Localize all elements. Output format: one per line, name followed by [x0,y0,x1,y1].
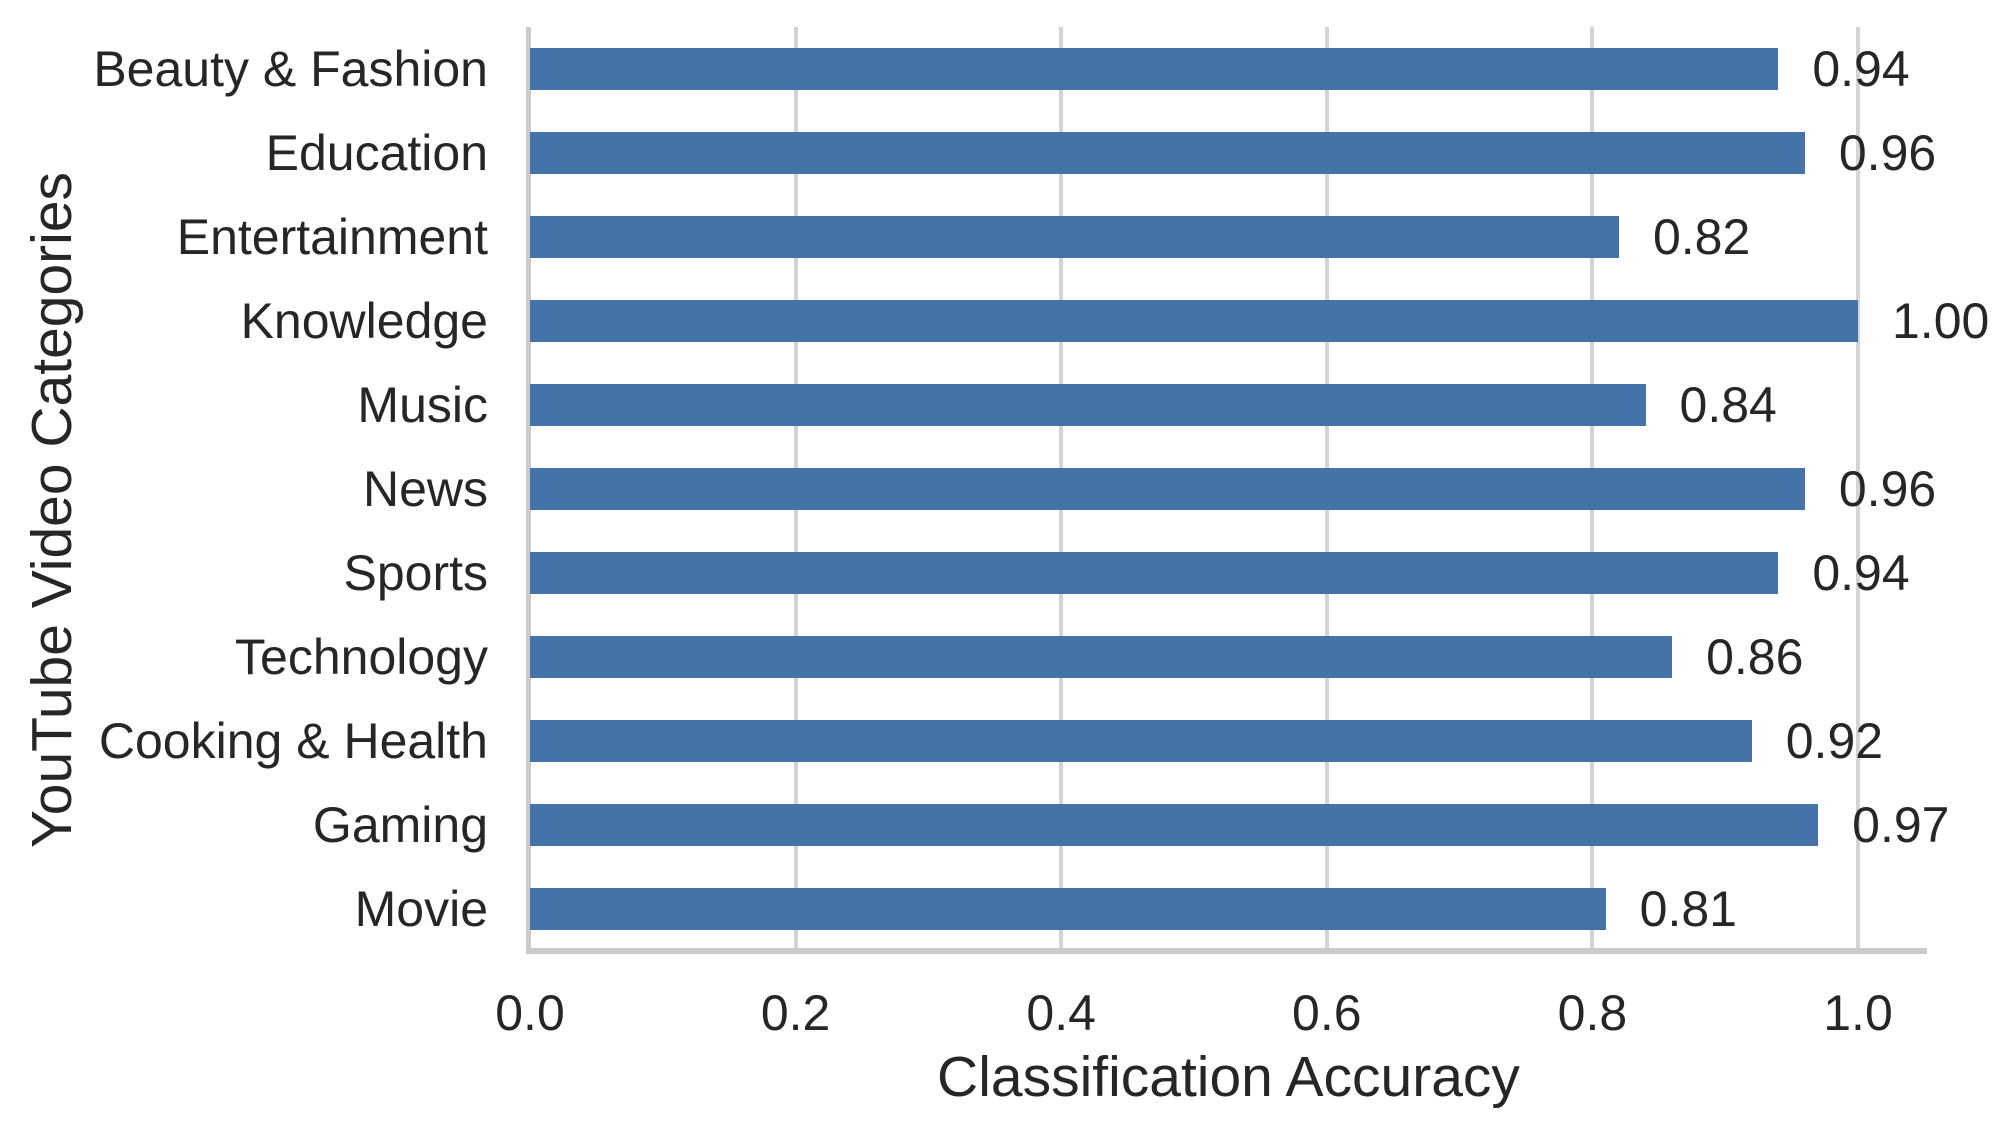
bar [530,300,1858,342]
bar-value-label: 0.94 [1812,41,1910,97]
x-tick-label: 0.0 [495,985,565,1041]
bar [530,132,1805,174]
bar-value-label: 0.92 [1785,713,1884,769]
bar-value-label: 1.00 [1892,293,1990,349]
category-label: Cooking & Health [98,713,488,769]
x-tick-label: 0.8 [1557,985,1628,1041]
bar-value-label: 0.84 [1679,377,1777,433]
plot-area: 0.94 0.96 0.82 1.00 0.84 0.96 0.94 0.86 0.92 0.97… [526,27,1989,954]
bar-value-label: 0.81 [1639,881,1737,937]
category-label: Music [357,377,488,433]
bar-value-label: 0.96 [1838,461,1937,517]
bar [530,720,1752,762]
bar-value-label: 0.82 [1652,209,1751,265]
category-label: News [362,461,488,517]
gridline [1856,27,1860,948]
category-label: Sports [343,545,488,601]
category-label: Education [265,125,488,181]
x-tick-label: 1.0 [1823,985,1893,1041]
category-label: Gaming [312,797,488,853]
y-axis-spine [526,27,531,954]
x-tick-label: 0.6 [1292,985,1362,1041]
bar [530,468,1805,510]
bar [530,636,1673,678]
category-label: Beauty & Fashion [93,41,488,97]
bar [530,552,1779,594]
category-label: Entertainment [176,209,488,265]
category-label: Movie [354,881,488,937]
bar-value-label: 0.86 [1706,629,1804,685]
x-tick-label: 0.4 [1026,985,1096,1041]
x-axis-spine [526,948,1927,954]
bar [530,216,1619,258]
bar-value-label: 0.94 [1812,545,1910,601]
bar [530,804,1819,846]
x-tick-label: 0.2 [760,985,831,1041]
bar-value-label: 0.97 [1852,797,1950,853]
bar [530,384,1646,426]
x-axis-label: Classification Accuracy [937,1045,1520,1109]
bar [530,48,1779,90]
bar [530,888,1606,930]
bar-value-label: 0.96 [1838,125,1937,181]
category-label: Knowledge [240,293,488,349]
category-label: Technology [235,629,488,685]
